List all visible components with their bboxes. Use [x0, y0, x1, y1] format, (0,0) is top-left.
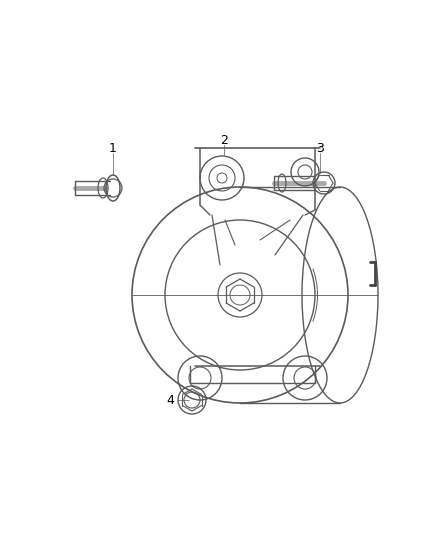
Text: 1: 1	[109, 141, 117, 155]
Text: 2: 2	[220, 133, 228, 147]
Text: 3: 3	[316, 141, 324, 155]
Text: 4: 4	[166, 393, 174, 407]
